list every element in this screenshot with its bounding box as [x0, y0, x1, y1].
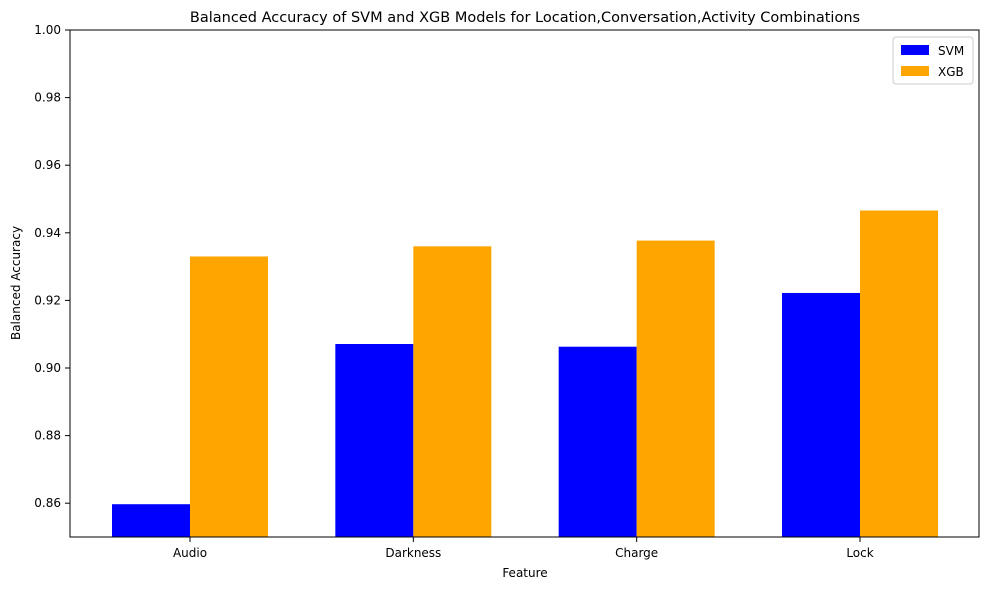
legend: SVM XGB	[892, 36, 974, 85]
legend-swatch-svm	[901, 45, 929, 55]
bar-svm-charge	[558, 346, 637, 537]
y-tick-label: 0.88	[34, 429, 61, 443]
y-axis-label: Balanced Accuracy	[9, 226, 23, 340]
x-axis: Audio Darkness Charge Lock	[173, 537, 874, 560]
bars-group	[112, 210, 938, 537]
y-tick-label: 0.94	[34, 226, 61, 240]
x-tick-label: Darkness	[385, 546, 441, 560]
x-tick-label: Lock	[846, 546, 873, 560]
bar-svm-lock	[782, 292, 860, 537]
legend-label-svm: SVM	[938, 44, 964, 58]
y-axis: 0.86 0.88 0.90 0.92 0.94 0.96 0.98 1.00	[34, 23, 70, 510]
y-tick-label: 0.86	[34, 496, 61, 510]
legend-label-xgb: XGB	[938, 65, 964, 79]
bar-xgb-lock	[860, 210, 938, 537]
bar-xgb-darkness	[413, 246, 492, 537]
y-tick-label: 0.98	[34, 91, 61, 105]
x-tick-label: Charge	[615, 546, 658, 560]
legend-swatch-xgb	[901, 66, 929, 76]
y-tick-label: 0.90	[34, 361, 61, 375]
plot-frame	[69, 29, 980, 538]
y-tick-label: 1.00	[34, 23, 61, 37]
bar-svm-audio	[112, 504, 190, 537]
chart-title: Balanced Accuracy of SVM and XGB Models …	[190, 10, 860, 26]
bar-xgb-charge	[636, 240, 715, 537]
bar-svm-darkness	[335, 344, 414, 537]
y-tick-label: 0.96	[34, 158, 61, 172]
x-axis-label: Feature	[502, 566, 547, 580]
x-tick-label: Audio	[173, 546, 207, 560]
y-tick-label: 0.92	[34, 293, 61, 307]
bar-xgb-audio	[190, 256, 268, 537]
